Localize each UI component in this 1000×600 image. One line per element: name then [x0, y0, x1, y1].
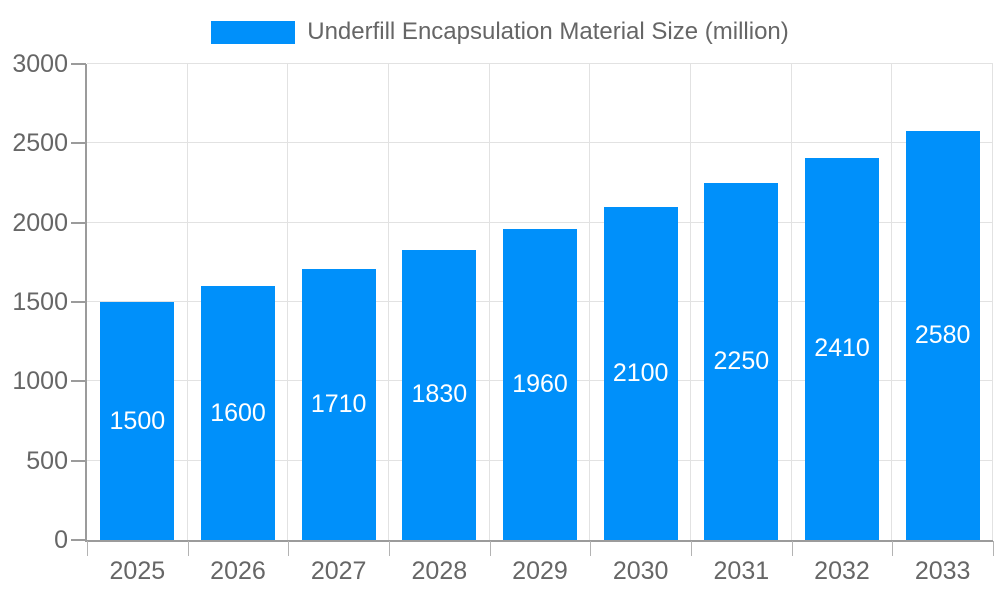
- x-tick-mark: [389, 541, 390, 556]
- bar[interactable]: 1830: [402, 249, 477, 540]
- bar-value-label: 1500: [109, 406, 166, 435]
- legend-label: Underfill Encapsulation Material Size (m…: [307, 18, 789, 45]
- h-gridline: [87, 142, 993, 144]
- v-gridline: [186, 64, 188, 540]
- y-tick-label: 2000: [12, 208, 68, 237]
- v-gridline: [488, 64, 490, 540]
- plot-area: 1500 1600 1710 1830 1960 2100 2250 2410 2580: [85, 63, 993, 542]
- x-tick-mark: [691, 541, 692, 556]
- y-tick-mark: [71, 459, 86, 462]
- bar[interactable]: 1500: [100, 302, 175, 540]
- y-tick-label: 1500: [12, 288, 68, 316]
- x-tick-mark: [187, 541, 189, 556]
- y-tick-mark: [71, 301, 86, 303]
- x-axis-label: 2026: [210, 557, 266, 585]
- y-tick-mark: [71, 539, 86, 541]
- bar[interactable]: 2100: [603, 206, 678, 540]
- h-gridline: [87, 221, 993, 223]
- x-axis-label: 2027: [310, 557, 367, 585]
- y-tick-label: 1000: [12, 367, 68, 396]
- x-axis-label: 2031: [713, 557, 770, 585]
- bar[interactable]: 2580: [905, 130, 980, 540]
- bar[interactable]: 1600: [201, 286, 275, 540]
- legend-item[interactable]: Underfill Encapsulation Material Size (m…: [0, 18, 1000, 46]
- v-gridline: [287, 64, 289, 540]
- x-axis-label: 2025: [109, 557, 166, 585]
- x-tick-mark: [993, 541, 994, 556]
- y-tick-mark: [71, 380, 86, 383]
- h-gridline: [87, 63, 993, 64]
- x-tick-mark: [489, 541, 491, 556]
- bar[interactable]: 2250: [704, 183, 779, 540]
- bar-value-label: 1830: [411, 380, 468, 409]
- y-tick-label: 500: [26, 446, 68, 475]
- bar-value-label: 2250: [713, 347, 770, 375]
- bar[interactable]: 2410: [805, 157, 879, 540]
- v-gridline: [589, 64, 591, 540]
- x-axis-label: 2032: [814, 557, 870, 585]
- bar-value-label: 2100: [612, 358, 669, 387]
- y-tick-label: 0: [54, 526, 68, 554]
- bar[interactable]: 1710: [301, 268, 376, 540]
- v-gridline: [891, 64, 893, 540]
- bar-value-label: 1960: [512, 370, 568, 398]
- bar-value-label: 2580: [914, 320, 971, 349]
- x-tick-mark: [590, 541, 592, 556]
- v-gridline: [992, 64, 993, 540]
- y-tick-mark: [71, 142, 86, 145]
- bar-value-label: 2410: [814, 334, 870, 363]
- y-tick-mark: [71, 63, 86, 65]
- x-tick-mark: [791, 541, 793, 556]
- legend-swatch-icon: [211, 20, 296, 44]
- x-axis-label: 2030: [612, 557, 669, 585]
- x-axis-label: 2029: [512, 557, 568, 585]
- x-tick-mark: [87, 541, 88, 556]
- x-axis-label: 2033: [914, 557, 971, 585]
- y-tick-label: 3000: [12, 50, 68, 78]
- bar-value-label: 1600: [210, 398, 266, 427]
- y-tick-label: 2500: [12, 129, 68, 158]
- v-gridline: [790, 64, 792, 540]
- bar-value-label: 1710: [310, 389, 367, 418]
- v-gridline: [690, 64, 691, 540]
- bar[interactable]: 1960: [503, 229, 577, 540]
- x-tick-mark: [288, 541, 290, 556]
- x-tick-mark: [892, 541, 894, 556]
- x-axis-label: 2028: [411, 557, 468, 585]
- y-tick-mark: [71, 221, 86, 224]
- v-gridline: [388, 64, 389, 540]
